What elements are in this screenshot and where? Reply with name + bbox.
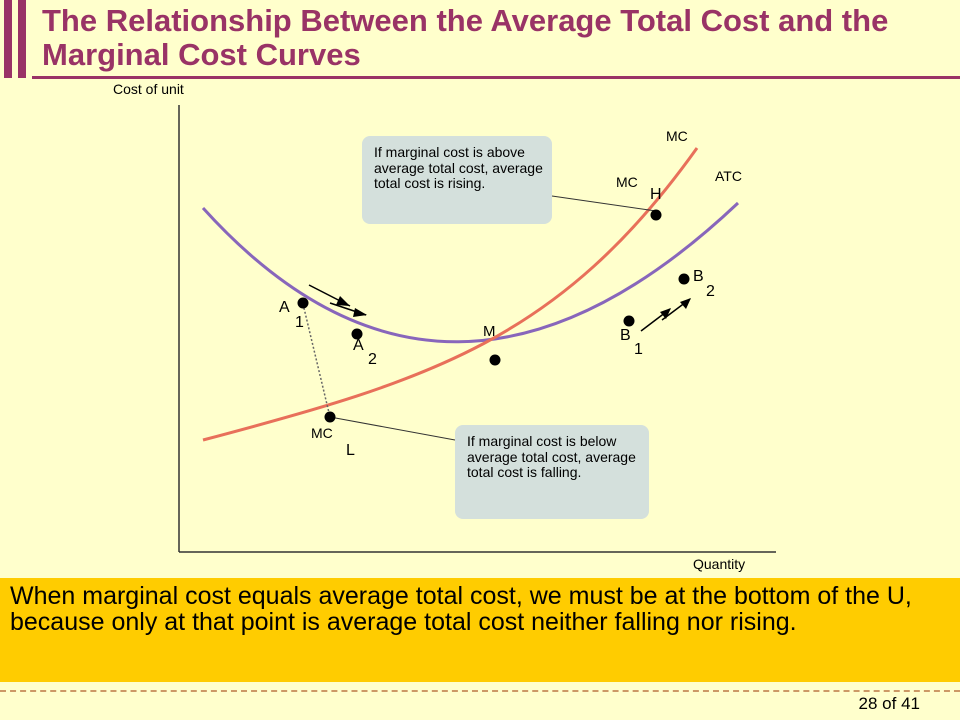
label-mcl-sub: L (346, 442, 355, 459)
label-mch-sub: H (650, 186, 662, 203)
leader-line-above (551, 195, 657, 212)
mc-curve (202, 147, 699, 442)
label-b2-letter: B (693, 268, 704, 285)
mc-curve-label: MC (666, 128, 688, 144)
atc-curve (201, 201, 740, 344)
arrow-b1-b2-head (660, 308, 671, 319)
arrow-a2-a3-head (353, 308, 367, 317)
label-b1-sub: 1 (634, 341, 643, 358)
label-b1-letter: B (620, 327, 631, 344)
point-b2 (678, 273, 690, 285)
label-a2-sub: 2 (368, 351, 377, 368)
x-axis-label: Quantity (693, 556, 745, 572)
point-m (489, 354, 501, 366)
label-m: M (483, 323, 496, 340)
label-b2-sub: 2 (706, 283, 715, 300)
point-a2 (351, 328, 363, 340)
callout-mc-above-atc: If marginal cost is above average total … (362, 136, 552, 224)
footer-dashed-rule (0, 690, 960, 692)
callout-mc-below-atc: If marginal cost is below average total … (455, 425, 649, 519)
arrow-b1-b2-second-head (680, 298, 691, 309)
page-number: 28 of 41 (858, 694, 920, 713)
title-underline (32, 76, 960, 79)
accent-bar-left (4, 0, 12, 78)
accent-bar-right (18, 0, 26, 78)
leader-line-below (329, 416, 456, 441)
label-mcl-letter: MC (311, 425, 333, 441)
projection-dotted-line (302, 303, 331, 418)
label-a2-letter: A (353, 337, 364, 354)
point-mcl (324, 411, 336, 423)
label-a1-letter: A (279, 299, 290, 316)
point-b1 (623, 315, 635, 327)
y-axis-label: Cost of unit (113, 81, 184, 97)
slide-caption: When marginal cost equals average total … (0, 578, 960, 682)
label-mch-letter: MC (616, 174, 638, 190)
cost-curves-diagram: Cost of unit Quantity MC ATC MC H A 1 A … (113, 81, 776, 572)
arrow-a1-a2-head (336, 296, 350, 306)
point-mch (650, 209, 662, 221)
atc-curve-label: ATC (715, 168, 742, 184)
slide-title: The Relationship Between the Average Tot… (42, 3, 889, 72)
label-a1-sub: 1 (295, 314, 304, 331)
point-a1 (297, 297, 309, 309)
